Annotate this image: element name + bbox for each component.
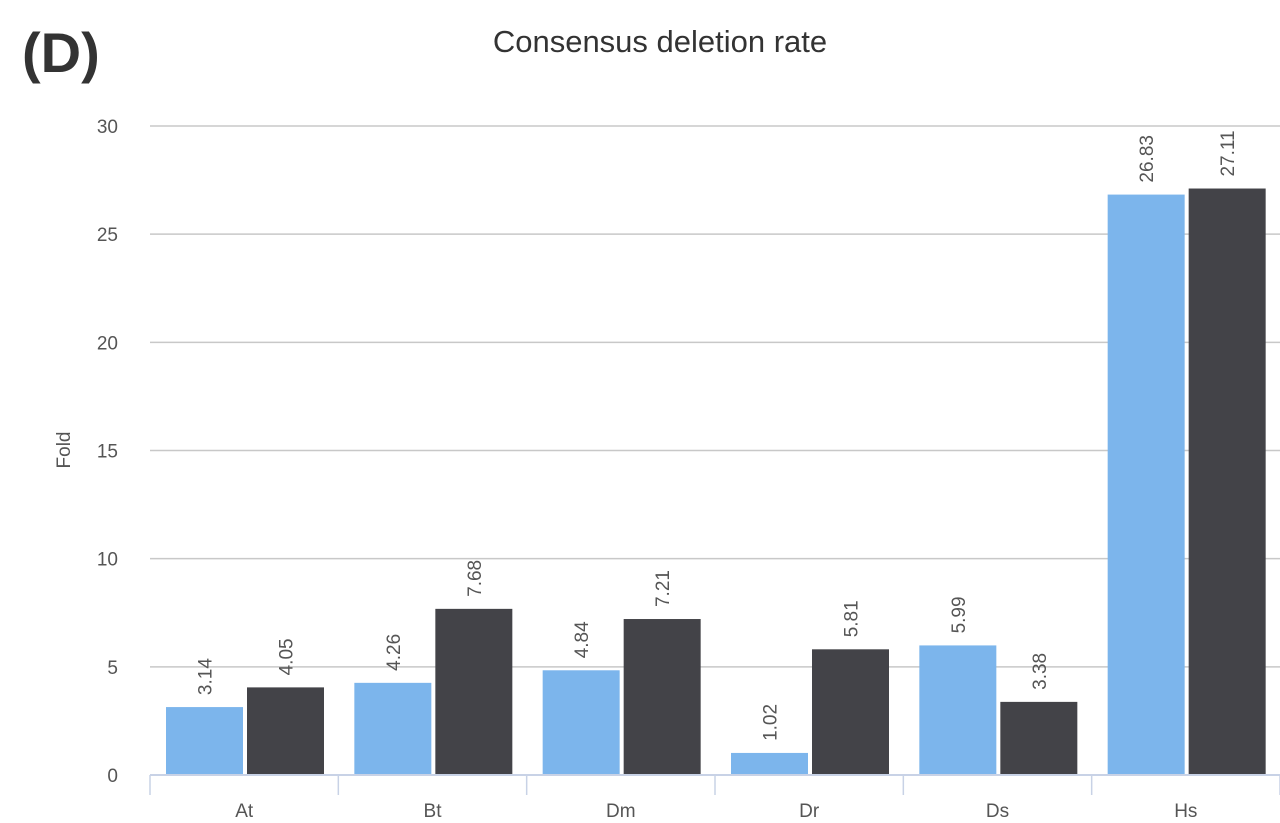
value-label: 7.21	[653, 570, 674, 607]
x-tick-label: Hs	[1174, 801, 1197, 822]
value-label: 4.05	[277, 638, 298, 675]
x-tick-label: Ds	[986, 801, 1009, 822]
chart-title: Consensus deletion rate	[493, 24, 827, 59]
bar	[623, 619, 701, 775]
bar	[166, 707, 243, 775]
bar	[354, 682, 432, 775]
bar	[1000, 701, 1078, 775]
y-tick-label: 25	[97, 225, 118, 246]
x-tick-label: Bt	[424, 801, 443, 822]
y-tick-label: 30	[97, 117, 118, 138]
bar	[1188, 188, 1266, 776]
y-tick-label: 10	[97, 550, 118, 571]
x-tick-label: Dr	[799, 801, 820, 822]
value-label: 1.02	[761, 704, 782, 741]
panel-label: (D)	[22, 21, 100, 84]
value-label: 7.68	[465, 560, 486, 597]
value-label: 4.84	[572, 621, 593, 658]
bar	[1107, 194, 1185, 776]
x-tick-label: At	[235, 801, 254, 822]
y-axis-label: Fold	[54, 432, 75, 469]
value-label: 27.11	[1218, 130, 1239, 176]
value-label: 5.99	[949, 596, 970, 633]
value-label: 3.38	[1030, 653, 1051, 690]
bar	[247, 687, 324, 775]
bar	[435, 608, 513, 775]
y-tick-label: 20	[97, 333, 118, 354]
x-tick-label: Dm	[606, 801, 636, 822]
y-tick-label: 15	[97, 442, 118, 463]
bar	[919, 645, 997, 775]
value-label: 4.26	[384, 634, 405, 671]
y-tick-label: 5	[107, 658, 118, 679]
bar	[731, 752, 808, 775]
bar	[812, 649, 889, 775]
bar	[542, 670, 620, 775]
value-label: 3.14	[196, 658, 217, 695]
value-label: 5.81	[842, 600, 863, 637]
y-tick-label: 0	[107, 766, 118, 787]
value-label: 26.83	[1137, 135, 1158, 183]
